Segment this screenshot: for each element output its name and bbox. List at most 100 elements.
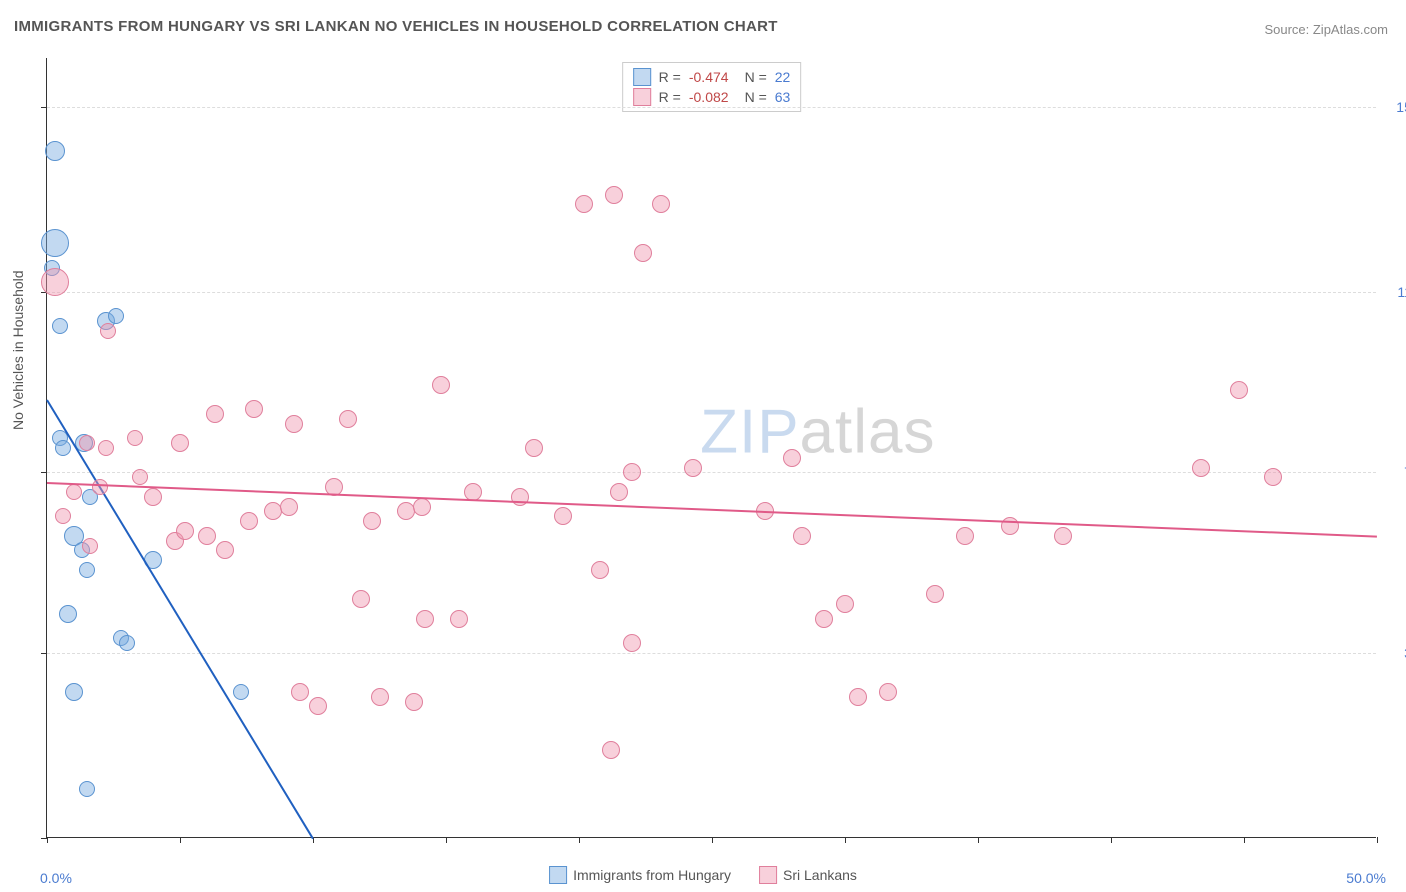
data-point bbox=[52, 318, 68, 334]
data-point bbox=[1054, 527, 1072, 545]
data-point bbox=[41, 268, 69, 296]
data-point bbox=[591, 561, 609, 579]
data-point bbox=[176, 522, 194, 540]
data-point bbox=[783, 449, 801, 467]
data-point bbox=[450, 610, 468, 628]
data-point bbox=[233, 684, 249, 700]
data-point bbox=[371, 688, 389, 706]
data-point bbox=[610, 483, 628, 501]
y-tick-label: 15.0% bbox=[1396, 99, 1406, 115]
data-point bbox=[339, 410, 357, 428]
data-point bbox=[634, 244, 652, 262]
x-tick bbox=[712, 837, 713, 843]
legend-item-hungary: Immigrants from Hungary bbox=[549, 866, 731, 884]
data-point bbox=[245, 400, 263, 418]
data-point bbox=[926, 585, 944, 603]
r-value-srilankan: -0.082 bbox=[689, 89, 729, 105]
data-point bbox=[554, 507, 572, 525]
series-legend: Immigrants from Hungary Sri Lankans bbox=[549, 866, 857, 884]
data-point bbox=[127, 430, 143, 446]
chart-title: IMMIGRANTS FROM HUNGARY VS SRI LANKAN NO… bbox=[14, 18, 778, 35]
data-point bbox=[836, 595, 854, 613]
trend-line bbox=[46, 400, 314, 840]
x-tick bbox=[1377, 837, 1378, 843]
data-point bbox=[623, 634, 641, 652]
x-tick bbox=[845, 837, 846, 843]
n-value-hungary: 22 bbox=[775, 69, 791, 85]
data-point bbox=[605, 186, 623, 204]
data-point bbox=[65, 683, 83, 701]
data-point bbox=[879, 683, 897, 701]
watermark: ZIPatlas bbox=[700, 396, 935, 467]
correlation-legend: R = -0.474 N = 22 R = -0.082 N = 63 bbox=[622, 62, 802, 112]
watermark-atlas: atlas bbox=[800, 397, 936, 466]
data-point bbox=[849, 688, 867, 706]
x-tick bbox=[1111, 837, 1112, 843]
data-point bbox=[119, 635, 135, 651]
x-tick bbox=[579, 837, 580, 843]
data-point bbox=[132, 469, 148, 485]
data-point bbox=[575, 195, 593, 213]
r-label: R = bbox=[659, 69, 681, 85]
r-label: R = bbox=[659, 89, 681, 105]
data-point bbox=[1192, 459, 1210, 477]
data-point bbox=[285, 415, 303, 433]
grid-line bbox=[47, 472, 1376, 473]
grid-line bbox=[47, 292, 1376, 293]
r-value-hungary: -0.474 bbox=[689, 69, 729, 85]
data-point bbox=[815, 610, 833, 628]
data-point bbox=[41, 229, 69, 257]
data-point bbox=[100, 323, 116, 339]
legend-swatch-hungary bbox=[549, 866, 567, 884]
data-point bbox=[309, 697, 327, 715]
legend-row-srilankan: R = -0.082 N = 63 bbox=[633, 87, 791, 107]
data-point bbox=[55, 440, 71, 456]
data-point bbox=[240, 512, 258, 530]
data-point bbox=[82, 538, 98, 554]
data-point bbox=[416, 610, 434, 628]
data-point bbox=[623, 463, 641, 481]
y-axis-label: No Vehicles in Household bbox=[10, 270, 26, 430]
data-point bbox=[352, 590, 370, 608]
data-point bbox=[59, 605, 77, 623]
data-point bbox=[525, 439, 543, 457]
data-point bbox=[45, 141, 65, 161]
data-point bbox=[144, 488, 162, 506]
x-tick bbox=[1244, 837, 1245, 843]
y-tick-label: 11.2% bbox=[1397, 284, 1406, 300]
data-point bbox=[652, 195, 670, 213]
data-point bbox=[98, 440, 114, 456]
y-tick bbox=[41, 653, 47, 654]
data-point bbox=[66, 484, 82, 500]
data-point bbox=[793, 527, 811, 545]
legend-item-srilankan: Sri Lankans bbox=[759, 866, 857, 884]
data-point bbox=[1230, 381, 1248, 399]
data-point bbox=[216, 541, 234, 559]
x-tick bbox=[978, 837, 979, 843]
y-tick bbox=[41, 107, 47, 108]
data-point bbox=[1264, 468, 1282, 486]
data-point bbox=[55, 508, 71, 524]
n-label: N = bbox=[745, 69, 767, 85]
legend-swatch-hungary bbox=[633, 68, 651, 86]
data-point bbox=[291, 683, 309, 701]
x-axis-min-label: 0.0% bbox=[40, 870, 72, 886]
y-tick bbox=[41, 838, 47, 839]
data-point bbox=[79, 562, 95, 578]
data-point bbox=[363, 512, 381, 530]
data-point bbox=[79, 781, 95, 797]
x-tick bbox=[180, 837, 181, 843]
legend-label-srilankan: Sri Lankans bbox=[783, 867, 857, 883]
n-value-srilankan: 63 bbox=[775, 89, 791, 105]
data-point bbox=[198, 527, 216, 545]
n-label: N = bbox=[745, 89, 767, 105]
data-point bbox=[280, 498, 298, 516]
data-point bbox=[206, 405, 224, 423]
grid-line bbox=[47, 653, 1376, 654]
data-point bbox=[684, 459, 702, 477]
data-point bbox=[956, 527, 974, 545]
legend-swatch-srilankan bbox=[759, 866, 777, 884]
data-point bbox=[432, 376, 450, 394]
legend-label-hungary: Immigrants from Hungary bbox=[573, 867, 731, 883]
data-point bbox=[92, 479, 108, 495]
